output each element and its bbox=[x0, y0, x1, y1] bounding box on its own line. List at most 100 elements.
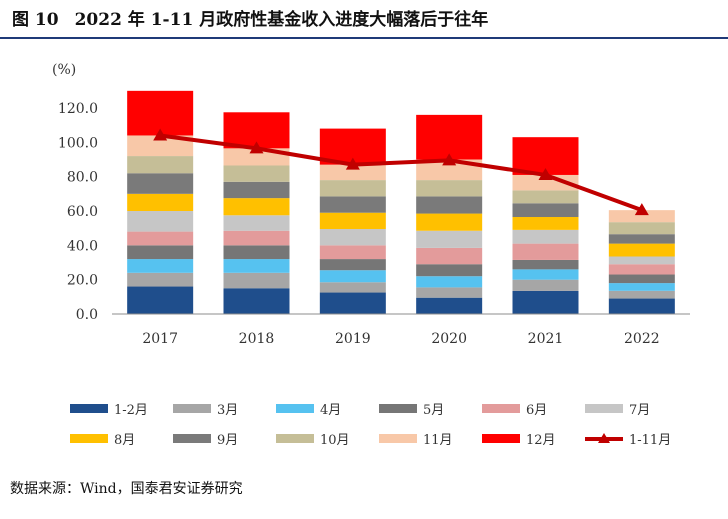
bar-segment-6月 bbox=[127, 231, 194, 246]
legend-label: 7月 bbox=[629, 403, 650, 418]
legend-swatch-10月 bbox=[276, 434, 314, 443]
legend-label: 12月 bbox=[526, 433, 556, 448]
x-tick-label: 2020 bbox=[431, 331, 467, 347]
legend-label: 3月 bbox=[217, 403, 238, 418]
legend-label: 1-2月 bbox=[114, 403, 148, 418]
bar-segment-9月 bbox=[223, 181, 290, 199]
bar-segment-11月 bbox=[127, 135, 194, 157]
bar-segment-6月 bbox=[319, 245, 386, 260]
bar-segment-8月 bbox=[319, 212, 386, 230]
bar-segment-1-2月 bbox=[223, 288, 290, 314]
legend-swatch-4月 bbox=[276, 404, 314, 413]
bar-segment-3月 bbox=[608, 290, 675, 299]
bar-segment-11月 bbox=[608, 210, 675, 223]
bar-segment-8月 bbox=[127, 193, 194, 211]
x-tick-label: 2022 bbox=[624, 331, 660, 347]
bar-segment-1-2月 bbox=[512, 290, 579, 314]
y-tick-label: 80.0 bbox=[67, 170, 98, 186]
bar-segment-8月 bbox=[223, 198, 290, 216]
bar-segment-7月 bbox=[319, 229, 386, 246]
legend-label: 11月 bbox=[423, 433, 453, 448]
bar-segment-9月 bbox=[127, 173, 194, 194]
title-rule bbox=[0, 37, 728, 39]
bar-segment-9月 bbox=[319, 196, 386, 213]
bar-segment-10月 bbox=[512, 190, 579, 204]
bar-segment-3月 bbox=[512, 279, 579, 291]
bar-segment-8月 bbox=[416, 213, 483, 231]
line-point-marker bbox=[249, 141, 264, 154]
line-point-marker bbox=[442, 153, 457, 166]
bar-segment-9月 bbox=[416, 196, 483, 214]
y-tick-label: 60.0 bbox=[67, 204, 98, 220]
bar-segment-1-2月 bbox=[319, 292, 386, 314]
bar-segment-4月 bbox=[127, 259, 194, 273]
bar-segment-7月 bbox=[608, 256, 675, 265]
bar-segment-6月 bbox=[608, 264, 675, 275]
bar-segment-6月 bbox=[512, 243, 579, 260]
bar-segment-5月 bbox=[223, 245, 290, 260]
bar-segment-10月 bbox=[127, 156, 194, 174]
bar-segment-4月 bbox=[416, 276, 483, 288]
bar-segment-1-2月 bbox=[416, 297, 483, 314]
y-tick-label: 100.0 bbox=[58, 135, 98, 151]
legend-label: 9月 bbox=[217, 433, 238, 448]
legend-swatch-marker bbox=[598, 433, 610, 443]
y-axis-unit-label: (%) bbox=[52, 62, 76, 78]
legend-swatch-3月 bbox=[173, 404, 211, 413]
bar-segment-10月 bbox=[319, 180, 386, 197]
legend-swatch-6月 bbox=[482, 404, 520, 413]
bar-segment-11月 bbox=[319, 164, 386, 181]
bar-segment-5月 bbox=[127, 245, 194, 260]
legend-label: 1-11月 bbox=[629, 433, 671, 448]
bar-segment-12月 bbox=[127, 90, 194, 136]
bar-segment-7月 bbox=[512, 229, 579, 244]
line-series-1-11 bbox=[159, 133, 643, 213]
bar-segment-1-2月 bbox=[608, 298, 675, 314]
legend-swatch-5月 bbox=[379, 404, 417, 413]
legend-swatch-11月 bbox=[379, 434, 417, 443]
bar-segment-4月 bbox=[512, 269, 579, 280]
line-point-marker bbox=[634, 203, 649, 216]
line-point-marker bbox=[345, 157, 360, 170]
legend-swatch-9月 bbox=[173, 434, 211, 443]
y-tick-label: 40.0 bbox=[67, 238, 98, 254]
y-tick-label: 20.0 bbox=[67, 273, 98, 289]
legend-label: 4月 bbox=[320, 403, 341, 418]
bar-segment-10月 bbox=[223, 165, 290, 182]
legend-label: 5月 bbox=[423, 403, 444, 418]
x-tick-label: 2019 bbox=[335, 331, 371, 347]
bar-segment-9月 bbox=[512, 203, 579, 218]
bar-segment-11月 bbox=[512, 174, 579, 191]
legend-swatch-1-2月 bbox=[70, 404, 108, 413]
x-tick-label: 2017 bbox=[142, 331, 178, 347]
legend-label: 10月 bbox=[320, 433, 350, 448]
bar-segment-4月 bbox=[319, 270, 386, 283]
bar-segment-5月 bbox=[608, 274, 675, 284]
legend-label: 6月 bbox=[526, 403, 547, 418]
bar-segment-12月 bbox=[416, 114, 483, 160]
bar-segment-7月 bbox=[223, 215, 290, 231]
x-tick-label: 2018 bbox=[239, 331, 275, 347]
bar-segment-5月 bbox=[416, 264, 483, 277]
bar-segment-4月 bbox=[223, 259, 290, 273]
legend-label: 8月 bbox=[114, 433, 135, 448]
bar-segment-1-2月 bbox=[127, 286, 194, 314]
bar-segment-6月 bbox=[416, 247, 483, 265]
bar-segment-10月 bbox=[416, 180, 483, 197]
bar-segment-7月 bbox=[127, 211, 194, 232]
x-tick-label: 2021 bbox=[528, 331, 564, 347]
bar-segment-9月 bbox=[608, 234, 675, 244]
bar-segment-8月 bbox=[512, 217, 579, 230]
figure-title-text: 2022 年 1-11 月政府性基金收入进度大幅落后于往年 bbox=[74, 9, 489, 30]
legend-swatch-7月 bbox=[585, 404, 623, 413]
bar-segment-5月 bbox=[512, 259, 579, 270]
bar-segment-3月 bbox=[416, 287, 483, 298]
bar-segment-6月 bbox=[223, 230, 290, 246]
figure-number: 图 10 bbox=[12, 9, 59, 30]
bar-segment-3月 bbox=[319, 282, 386, 293]
legend-swatch-12月 bbox=[482, 434, 520, 443]
bar-segment-7月 bbox=[416, 230, 483, 248]
bar-segment-8月 bbox=[608, 243, 675, 257]
figure-title: 图 10 2022 年 1-11 月政府性基金收入进度大幅落后于往年 bbox=[0, 0, 728, 34]
legend-swatch-8月 bbox=[70, 434, 108, 443]
